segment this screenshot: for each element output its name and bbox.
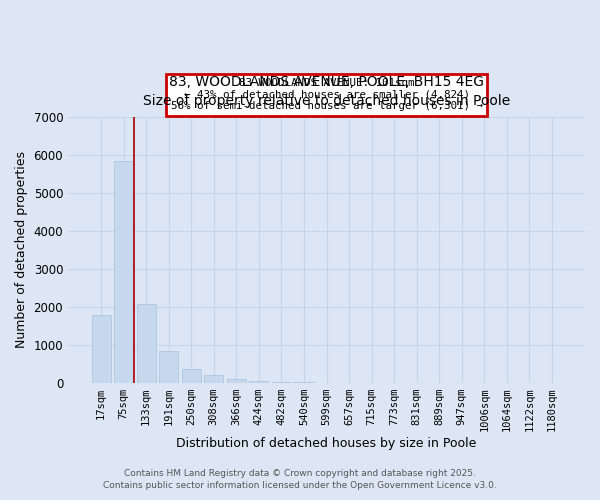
Bar: [92, 315, 110, 383]
Bar: [204, 375, 223, 383]
Bar: [159, 351, 178, 383]
Bar: [182, 369, 201, 383]
Bar: [272, 382, 291, 383]
Bar: [250, 380, 268, 383]
Title: 83, WOODLANDS AVENUE, POOLE, BH15 4EG
Size of property relative to detached hous: 83, WOODLANDS AVENUE, POOLE, BH15 4EG Si…: [143, 75, 510, 108]
Y-axis label: Number of detached properties: Number of detached properties: [15, 151, 28, 348]
X-axis label: Distribution of detached houses by size in Poole: Distribution of detached houses by size …: [176, 437, 477, 450]
Text: 83 WOODLANDS AVENUE: 101sqm
← 43% of detached houses are smaller (4,824)
56% of : 83 WOODLANDS AVENUE: 101sqm ← 43% of det…: [170, 78, 482, 112]
Bar: [227, 379, 246, 383]
Text: Contains HM Land Registry data © Crown copyright and database right 2025.
Contai: Contains HM Land Registry data © Crown c…: [103, 468, 497, 490]
Bar: [114, 162, 133, 383]
Bar: [137, 304, 156, 383]
